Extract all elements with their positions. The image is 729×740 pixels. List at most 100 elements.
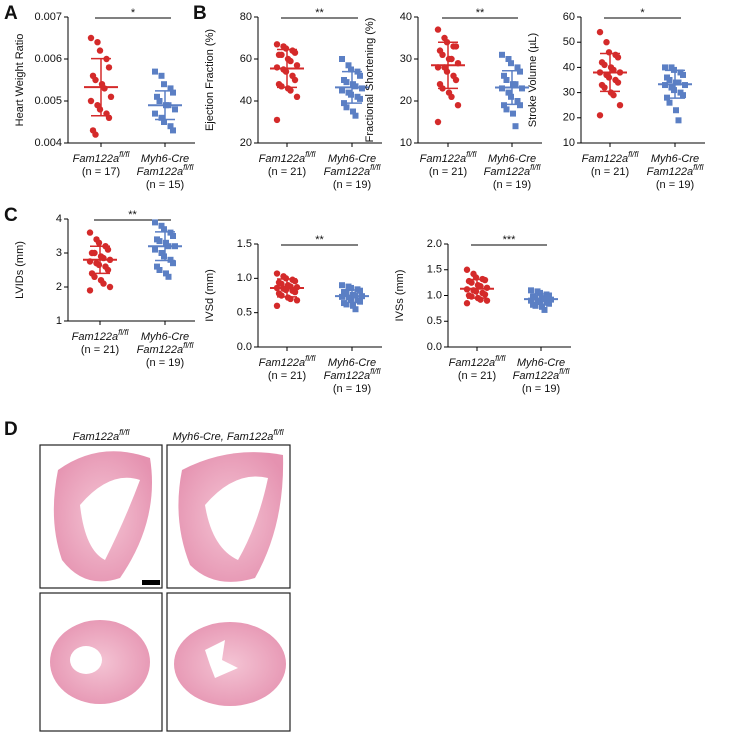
- data-point: [348, 295, 354, 302]
- label-text: Fam122a: [259, 153, 305, 165]
- data-point: [539, 303, 545, 310]
- data-point: [501, 72, 507, 79]
- data-point: [605, 74, 613, 81]
- y-tick-label: 40: [240, 95, 252, 107]
- data-point: [348, 284, 354, 291]
- significance-label: **: [315, 234, 324, 246]
- y-tick-label: 0.5: [427, 315, 442, 327]
- y-tick-label: 30: [563, 87, 575, 99]
- sample-size-label: (n = 19): [493, 179, 531, 191]
- label-superscript: fl/fl: [118, 328, 128, 337]
- data-point: [512, 81, 519, 88]
- label-superscript: fl/fl: [305, 354, 315, 363]
- y-tick-label: 80: [240, 11, 252, 23]
- group-label: Myh6-Cre, Fam122afl/fl: [172, 428, 283, 443]
- data-point: [448, 55, 455, 63]
- group-label: Fam122afl/fl: [137, 341, 194, 356]
- label-text: Fam122a: [449, 357, 495, 369]
- histology-images: [39, 444, 291, 732]
- group-label: Fam122afl/fl: [420, 150, 477, 165]
- label-superscript: fl/fl: [273, 428, 283, 437]
- y-tick-label: 0.007: [34, 11, 62, 23]
- group-label: Fam122afl/fl: [259, 354, 316, 369]
- scale-bar: [142, 580, 160, 585]
- data-point: [675, 117, 682, 124]
- data-point: [601, 61, 608, 69]
- data-point: [666, 77, 673, 83]
- data-point: [528, 297, 534, 304]
- y-tick-label: 4: [56, 213, 62, 225]
- data-point: [596, 112, 604, 119]
- data-point: [452, 43, 460, 50]
- data-point: [359, 85, 365, 92]
- data-point: [156, 98, 163, 104]
- group-label: Fam122afl/fl: [484, 163, 541, 178]
- sample-size-label: (n = 15): [146, 179, 184, 191]
- data-point: [154, 93, 160, 100]
- data-point: [156, 238, 163, 245]
- sample-size-label: (n = 21): [591, 166, 629, 178]
- ventricle: [70, 646, 102, 674]
- data-point: [291, 76, 299, 84]
- data-point: [439, 51, 446, 58]
- group-label: Myh6-Cre: [517, 357, 565, 369]
- data-point: [616, 102, 624, 109]
- data-point: [105, 64, 113, 71]
- label-text: Fam122a: [73, 431, 119, 443]
- y-axis-label: Ejection Fraction (%): [204, 29, 216, 131]
- data-point: [614, 54, 622, 61]
- group-label: Myh6-Cre: [488, 153, 536, 165]
- data-point: [91, 249, 98, 257]
- data-point: [100, 280, 107, 287]
- data-point: [158, 222, 165, 229]
- data-point: [350, 302, 356, 309]
- sample-size-label: (n = 17): [82, 166, 120, 178]
- data-point: [161, 253, 167, 260]
- data-point: [161, 81, 167, 88]
- label-text: Myh6-Cre, Fam122a: [172, 431, 273, 443]
- data-point: [532, 294, 539, 301]
- label-text: Fam122a: [72, 331, 118, 343]
- data-point: [170, 233, 176, 239]
- data-point: [163, 239, 169, 246]
- group-label: Myh6-Cre: [328, 357, 376, 369]
- sample-size-label: (n = 21): [81, 344, 119, 356]
- label-text: Fam122a: [259, 357, 305, 369]
- data-point: [517, 68, 523, 75]
- ventricle: [80, 477, 140, 560]
- data-point: [96, 106, 104, 113]
- data-point: [158, 250, 165, 256]
- data-point: [278, 83, 285, 90]
- sample-size-label: (n = 21): [429, 166, 467, 178]
- y-tick-label: 3: [56, 247, 62, 259]
- y-tick-label: 0.0: [237, 341, 252, 353]
- data-point: [673, 107, 679, 114]
- data-point: [671, 87, 677, 94]
- data-point: [291, 288, 299, 296]
- panel-letter: D: [4, 419, 18, 440]
- group-label: Fam122afl/fl: [137, 163, 194, 178]
- data-point: [158, 72, 165, 79]
- data-point: [343, 104, 350, 111]
- data-point: [508, 93, 514, 100]
- data-point: [339, 56, 345, 62]
- data-point: [273, 41, 281, 48]
- data-point: [532, 302, 539, 309]
- data-point: [675, 79, 682, 86]
- panel-letter: B: [193, 3, 207, 24]
- y-tick-label: 50: [563, 36, 575, 48]
- data-point: [152, 68, 158, 75]
- data-point: [170, 260, 176, 267]
- data-point: [86, 287, 94, 294]
- y-tick-label: 60: [240, 53, 252, 65]
- data-point: [343, 79, 350, 86]
- group-label: Fam122afl/fl: [513, 367, 570, 382]
- group-label: Fam122afl/fl: [73, 428, 130, 443]
- data-point: [339, 87, 345, 94]
- y-tick-label: 0.0: [427, 341, 442, 353]
- label-text: Fam122a: [73, 153, 119, 165]
- y-tick-label: 0.005: [34, 95, 62, 107]
- data-point: [501, 102, 507, 109]
- data-point: [357, 95, 363, 102]
- data-point: [517, 102, 523, 109]
